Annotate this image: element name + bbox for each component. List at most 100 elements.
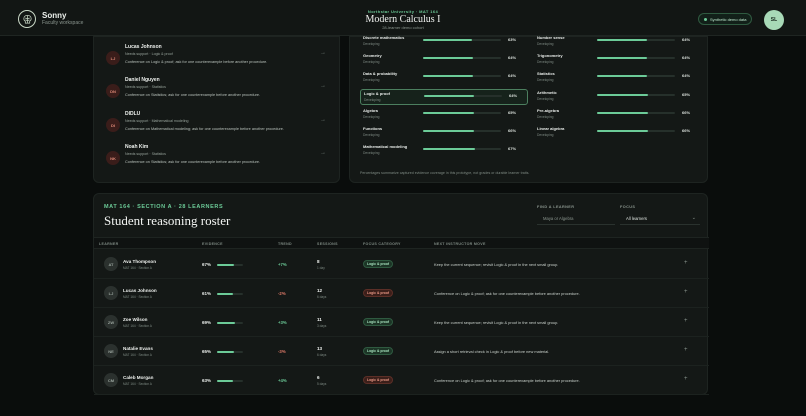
trend-value: +7% bbox=[278, 262, 287, 267]
skill-name: Number sense bbox=[537, 35, 565, 40]
instructor-move: Conference on Logic & proof; ask for one… bbox=[434, 291, 580, 296]
focus-filter-select[interactable]: All learners ⌄ bbox=[620, 213, 700, 225]
learner-section: MAT 164 · Section A bbox=[123, 324, 152, 328]
skill-progress-fill bbox=[597, 130, 649, 132]
learner-name: Lucas Johnson bbox=[125, 44, 162, 50]
table-row[interactable]: LJ Lucas Johnson MAT 164 · Section A 61% -2%… bbox=[94, 279, 709, 308]
column-header-focus[interactable]: FOCUS CATEGORY bbox=[363, 242, 401, 246]
plus-icon[interactable]: + bbox=[684, 347, 688, 353]
avatar: LJ bbox=[104, 286, 118, 300]
support-item[interactable]: DN Daniel Nguyen Needs support · Statist… bbox=[102, 76, 332, 106]
arrow-right-icon[interactable]: → bbox=[320, 50, 326, 56]
session-count: 11 bbox=[317, 317, 322, 322]
skill-level: Developing bbox=[537, 42, 554, 46]
skills-footnote: Percentages summarize captured evidence … bbox=[360, 171, 530, 175]
skill-level: Developing bbox=[363, 114, 380, 119]
skill-progress-track bbox=[597, 75, 675, 78]
avatar: DN bbox=[106, 84, 120, 98]
skill-row[interactable]: Statistics Developing 64% bbox=[534, 70, 702, 86]
instructor-move: Conference on Logic & proof; ask for one… bbox=[434, 378, 580, 383]
table-row[interactable]: ZW Zoe Wilson MAT 164 · Section A 69% +3% 11 3… bbox=[94, 308, 709, 337]
support-item[interactable]: LJ Lucas Johnson Needs support · Logic &… bbox=[102, 43, 332, 73]
column-header-sessions[interactable]: SESSIONS bbox=[317, 242, 338, 246]
instructor-move: Assign a short retrieval check in Logic … bbox=[434, 349, 550, 354]
evidence-progress-track bbox=[217, 351, 243, 353]
skill-progress-track bbox=[597, 57, 675, 60]
skill-row[interactable]: Number sense Developing 64% bbox=[534, 34, 702, 50]
evidence-value: 63% bbox=[202, 378, 212, 383]
learner-name: Caleb Morgan bbox=[123, 375, 154, 380]
evidence-progress-track bbox=[217, 264, 243, 266]
column-header-evidence[interactable]: EVIDENCE bbox=[202, 242, 223, 246]
skill-name: Geometry bbox=[363, 53, 382, 59]
skill-row[interactable]: Logic & proof Developing 64% bbox=[360, 88, 528, 105]
support-tag: Needs support · Logic & proof bbox=[125, 52, 173, 56]
plus-icon[interactable]: + bbox=[684, 376, 688, 382]
skill-row[interactable]: Data & probability Developing 64% bbox=[360, 70, 528, 86]
focus-badge: Logic & proof bbox=[363, 289, 394, 297]
course-kicker: Northstar University · MAT 164 bbox=[367, 9, 439, 14]
plus-icon[interactable]: + bbox=[684, 318, 688, 324]
support-item[interactable]: NK Noah Kim Needs support · Statistics C… bbox=[102, 143, 332, 173]
avatar: NK bbox=[106, 151, 120, 165]
skill-percent: 64% bbox=[682, 73, 691, 79]
plus-icon[interactable]: + bbox=[684, 289, 688, 295]
focus-badge: Logic & proof bbox=[363, 347, 394, 355]
demo-data-badge[interactable]: Synthetic demo data bbox=[698, 13, 753, 25]
column-header-move[interactable]: NEXT INSTRUCTOR MOVE bbox=[434, 242, 486, 246]
skill-progress-fill bbox=[424, 94, 474, 97]
skill-row[interactable]: Arithmetic Developing 65% bbox=[534, 89, 702, 105]
skill-row[interactable]: Discrete mathematics Developing 63% bbox=[360, 34, 528, 50]
evidence-progress-fill bbox=[217, 380, 234, 382]
avatar: ZW bbox=[104, 315, 118, 329]
skill-progress-track bbox=[597, 39, 675, 41]
skill-progress-track bbox=[423, 148, 501, 151]
column-header-trend[interactable]: TREND bbox=[278, 242, 292, 246]
skill-row[interactable]: Pre-algebra Developing 66% bbox=[534, 107, 702, 123]
arrow-right-icon[interactable]: → bbox=[320, 83, 326, 89]
skill-row[interactable]: Algebra Developing 65% bbox=[360, 107, 528, 123]
skill-progress-fill bbox=[597, 57, 647, 60]
workspace-label: Faculty workspace bbox=[42, 20, 84, 26]
arrow-right-icon[interactable]: → bbox=[320, 150, 326, 156]
support-note: Conference on Mathematical modeling; ask… bbox=[125, 127, 284, 131]
evidence-progress-fill bbox=[217, 351, 234, 353]
user-avatar[interactable]: SL bbox=[764, 10, 784, 30]
trend-value: -2% bbox=[278, 291, 286, 296]
arrow-right-icon[interactable]: → bbox=[320, 117, 326, 123]
find-learner-input[interactable]: Maya or Algebra bbox=[537, 213, 615, 225]
skill-name: Data & probability bbox=[363, 71, 398, 77]
skill-progress-fill bbox=[423, 148, 476, 151]
roster-table-header: LEARNER EVIDENCE TREND SESSIONS FOCUS CA… bbox=[94, 237, 709, 249]
plus-icon[interactable]: + bbox=[684, 260, 688, 266]
skill-name: Arithmetic bbox=[537, 89, 557, 95]
skill-row[interactable]: Mathematical modeling Developing 67% bbox=[360, 143, 528, 159]
table-row[interactable]: NE Natalie Evans MAT 164 · Section A 65% -3%… bbox=[94, 337, 709, 366]
support-item[interactable]: DI DIDLU Needs support · Mathematical mo… bbox=[102, 110, 332, 140]
skill-percent: 65% bbox=[682, 91, 691, 97]
trend-value: +3% bbox=[278, 320, 287, 325]
column-header-learner[interactable]: LEARNER bbox=[99, 242, 119, 246]
session-count: 8 bbox=[317, 259, 320, 264]
skill-row[interactable]: Linear algebra Developing 66% bbox=[534, 125, 702, 141]
skill-row[interactable]: Geometry Developing 64% bbox=[360, 52, 528, 68]
evidence-progress-track bbox=[217, 322, 243, 324]
session-count: 13 bbox=[317, 346, 323, 351]
avatar: CM bbox=[104, 373, 118, 387]
roster-kicker: MAT 164 · SECTION A · 28 LEARNERS bbox=[104, 204, 224, 210]
learner-name: Zoe Wilson bbox=[123, 317, 148, 322]
focus-filter-label: FOCUS bbox=[620, 205, 636, 209]
roster-title: Student reasoning roster bbox=[104, 213, 231, 228]
skill-percent: 64% bbox=[509, 92, 518, 98]
learner-name: DIDLU bbox=[125, 111, 141, 117]
support-tag: Needs support · Statistics bbox=[125, 152, 166, 156]
learner-name: Lucas Johnson bbox=[123, 288, 157, 293]
skill-row[interactable]: Functions Developing 66% bbox=[360, 125, 528, 141]
brand[interactable]: Sonny Faculty workspace bbox=[18, 10, 83, 28]
table-row[interactable]: AT Ava Thompson MAT 164 · Section A 67% +7% 8… bbox=[94, 250, 709, 279]
skill-row[interactable]: Trigonometry Developing 64% bbox=[534, 52, 702, 68]
table-row[interactable]: CM Caleb Morgan MAT 164 · Section A 63% +4% 6… bbox=[94, 366, 709, 395]
avatar: AT bbox=[104, 257, 118, 271]
learner-name: Natalie Evans bbox=[123, 346, 153, 351]
skill-progress-fill bbox=[597, 111, 649, 114]
